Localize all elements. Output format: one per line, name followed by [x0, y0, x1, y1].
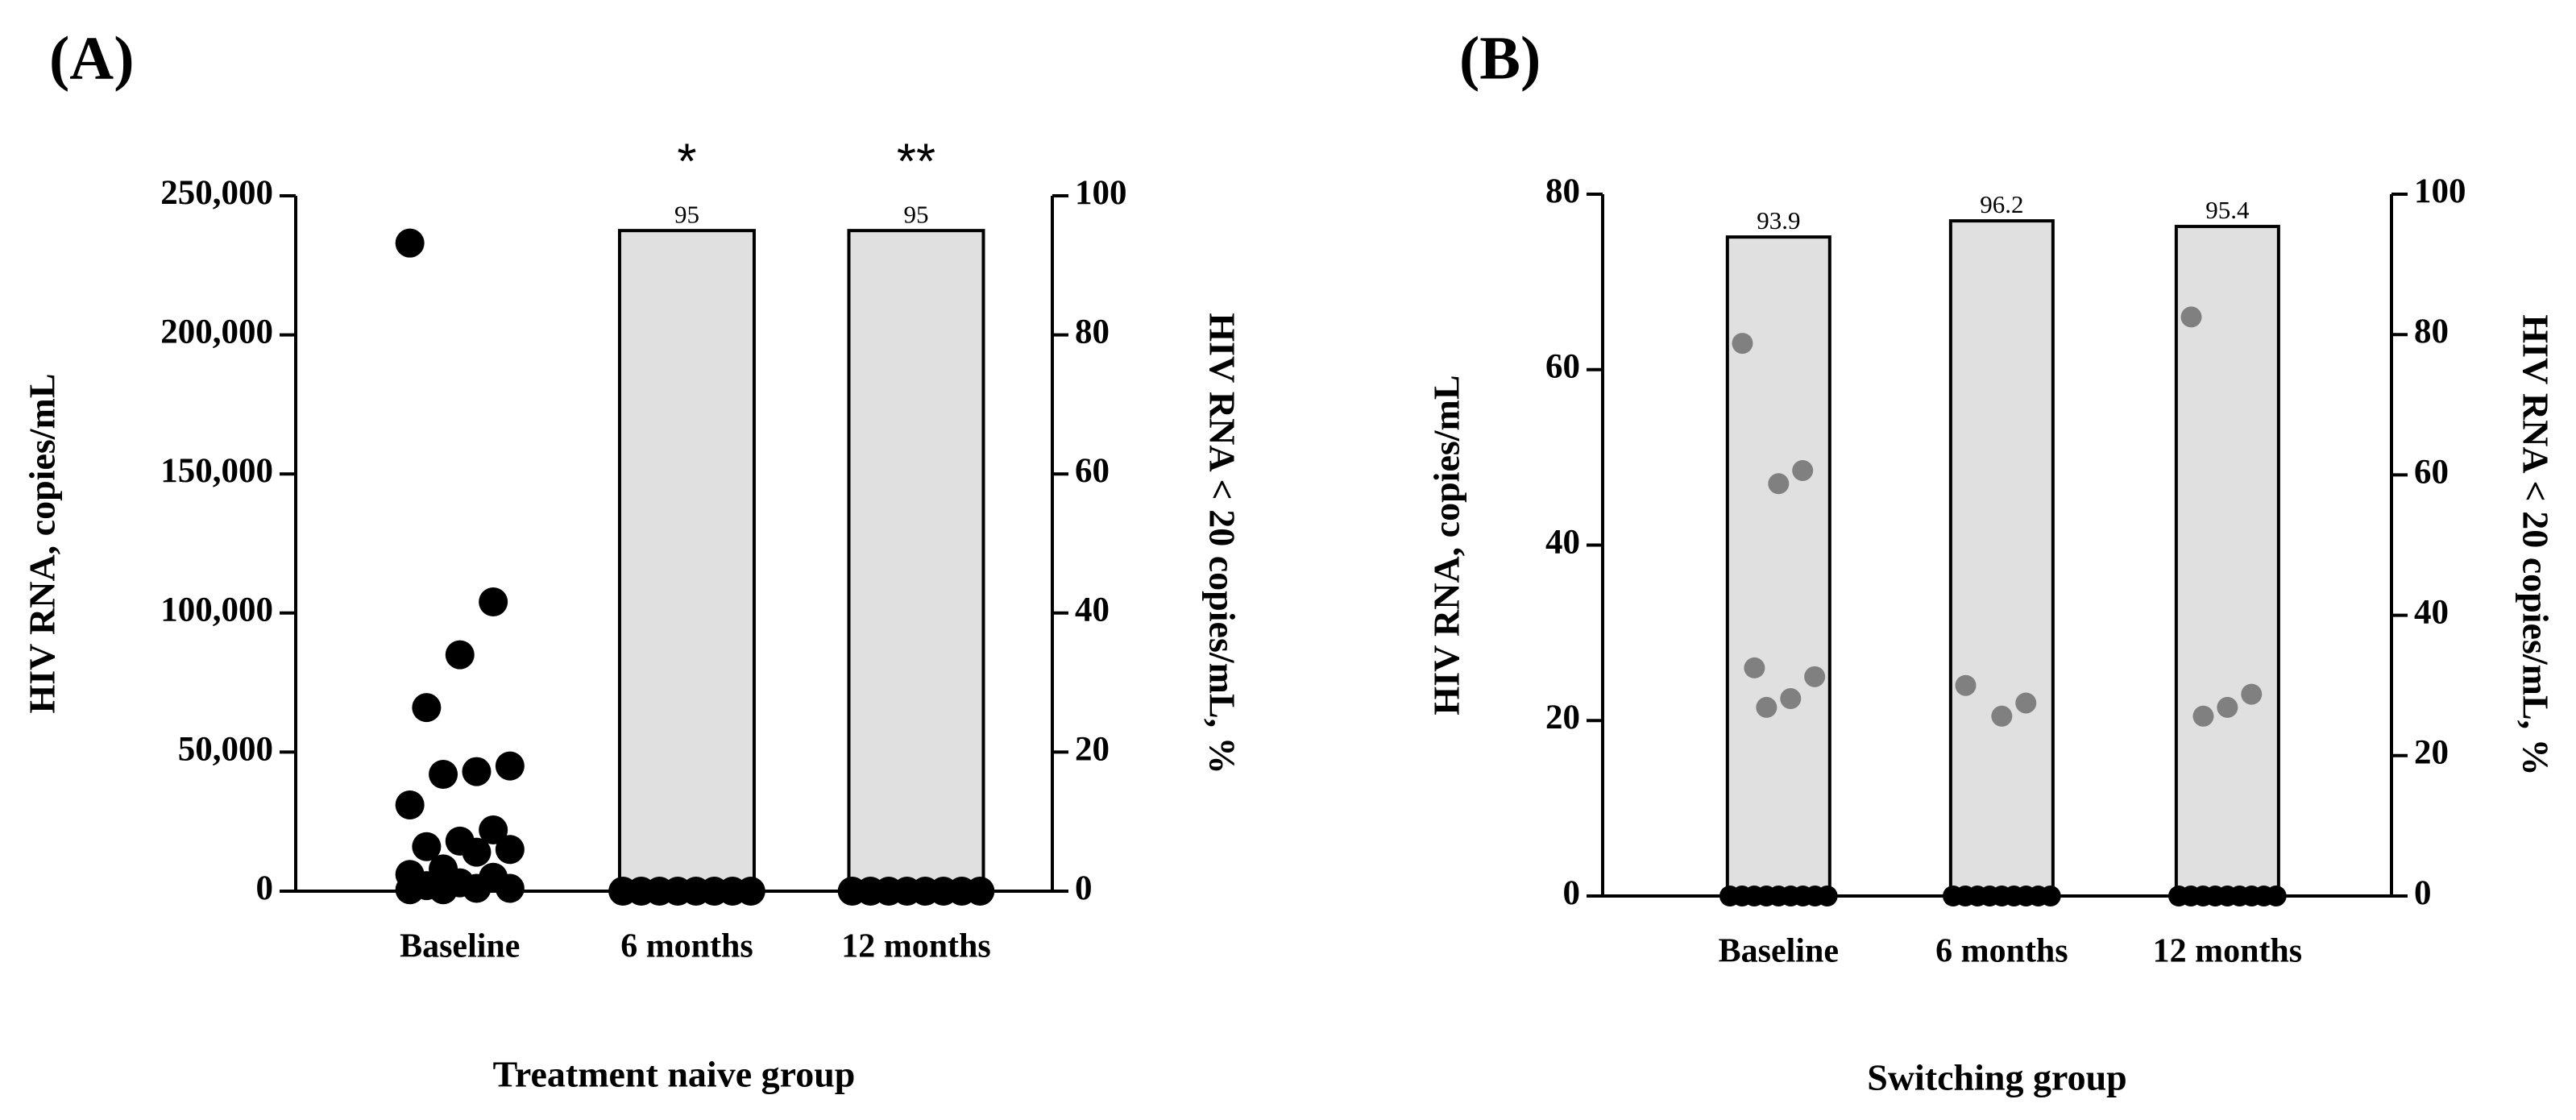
- data-point: [479, 587, 508, 616]
- data-point: [1792, 459, 1814, 481]
- bar-value-label: 93.9: [1757, 206, 1800, 234]
- x-tick-label: Baseline: [400, 928, 520, 965]
- data-point: [462, 837, 492, 867]
- data-point: [429, 760, 458, 790]
- data-point: [395, 875, 425, 905]
- y-tick-label: 40: [1545, 523, 1580, 561]
- y2-tick-label: 40: [1075, 591, 1110, 629]
- data-point: [462, 757, 492, 786]
- x-tick-label: 12 months: [841, 928, 991, 965]
- bar: [2174, 225, 2280, 898]
- data-point: [2192, 705, 2214, 727]
- y2-tick-label: 60: [2414, 453, 2449, 491]
- data-point: [429, 875, 458, 905]
- y2-tick-label: 40: [2414, 593, 2449, 631]
- data-point: [1816, 886, 1838, 906]
- y2-tick-label: 0: [1075, 869, 1093, 907]
- y2-tick-label: 20: [2414, 734, 2449, 772]
- data-point: [495, 751, 525, 781]
- x-tick-label: Baseline: [1719, 933, 1839, 970]
- bar-value-label: 95: [903, 200, 928, 228]
- data-point: [1780, 688, 1802, 710]
- data-point: [2180, 306, 2202, 328]
- bar: [617, 229, 756, 893]
- y2-tick-label: 0: [2414, 874, 2432, 912]
- data-point: [462, 873, 492, 903]
- x-tick-label: 12 months: [2153, 933, 2303, 970]
- bar-value-label: 95.4: [2205, 196, 2250, 224]
- y-tick-label: 60: [1545, 348, 1580, 386]
- x-axis-title: Treatment naive group: [493, 1054, 856, 1095]
- y2-axis-title: HIV RNA < 20 copies/mL, %: [2515, 314, 2556, 775]
- panel-label: (A): [49, 24, 135, 92]
- y2-tick-label: 100: [1075, 174, 1127, 212]
- data-point: [2265, 886, 2287, 906]
- y2-axis-title: HIV RNA < 20 copies/mL, %: [1201, 313, 1242, 774]
- bar: [1948, 219, 2055, 898]
- bar-value-label: 96.2: [1980, 190, 2023, 218]
- data-point: [395, 790, 425, 819]
- y2-tick-label: 60: [1075, 452, 1110, 490]
- data-point: [1991, 705, 2013, 727]
- y2-tick-label: 80: [1075, 313, 1110, 351]
- y2-tick-label: 100: [2414, 172, 2466, 210]
- x-tick-label: 6 months: [1935, 933, 2068, 970]
- data-point: [1732, 333, 1753, 355]
- data-point: [2241, 683, 2263, 705]
- y-tick-label: 150,000: [160, 452, 273, 490]
- y-tick-label: 80: [1545, 172, 1580, 210]
- data-point: [1955, 674, 1977, 696]
- panel-label: (B): [1459, 24, 1541, 92]
- y-tick-label: 20: [1545, 699, 1580, 736]
- y-axis-title: HIV RNA, copies/mL: [1426, 375, 1467, 715]
- y-tick-label: 50,000: [178, 730, 273, 768]
- y-tick-label: 200,000: [160, 313, 273, 351]
- data-point: [1744, 657, 1765, 678]
- data-point: [2015, 692, 2037, 714]
- y-tick-label: 100,000: [160, 591, 273, 629]
- bar-value-label: 95: [674, 200, 699, 228]
- y-tick-label: 0: [256, 869, 274, 907]
- bar: [847, 229, 985, 893]
- data-point: [445, 640, 475, 670]
- data-point: [736, 877, 765, 906]
- x-axis-title: Switching group: [1867, 1057, 2127, 1098]
- data-point: [2039, 886, 2061, 906]
- data-point: [1756, 696, 1777, 718]
- y-tick-label: 0: [1563, 874, 1581, 912]
- data-point: [965, 877, 995, 906]
- data-point: [495, 873, 525, 903]
- x-tick-label: 6 months: [620, 928, 753, 965]
- data-point: [395, 228, 425, 258]
- data-point: [2217, 696, 2238, 718]
- data-point: [479, 815, 508, 845]
- data-point: [412, 832, 442, 861]
- data-point: [1804, 666, 1826, 687]
- y-tick-label: 250,000: [160, 174, 273, 212]
- y2-tick-label: 80: [2414, 313, 2449, 351]
- significance-marker: *: [677, 134, 696, 189]
- significance-marker: **: [897, 134, 935, 189]
- y-axis-title: HIV RNA, copies/mL: [22, 373, 63, 713]
- y2-tick-label: 20: [1075, 730, 1110, 768]
- data-point: [1768, 473, 1790, 495]
- data-point: [412, 693, 442, 723]
- data-point: [495, 835, 525, 865]
